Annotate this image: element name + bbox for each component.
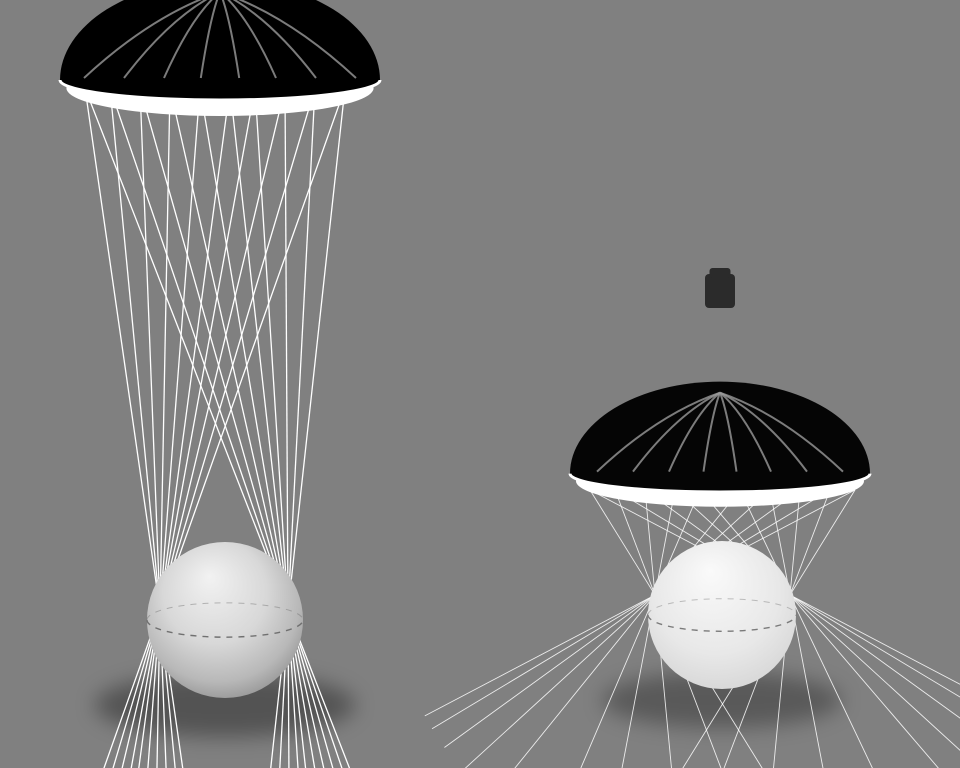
lamp	[60, 0, 380, 116]
lamp-dome	[60, 0, 380, 100]
background	[0, 0, 960, 768]
sphere	[147, 542, 303, 698]
lamp-cap-top	[710, 268, 731, 278]
lamp-cap	[705, 274, 735, 308]
sphere	[648, 541, 796, 689]
diagram-canvas	[0, 0, 960, 768]
